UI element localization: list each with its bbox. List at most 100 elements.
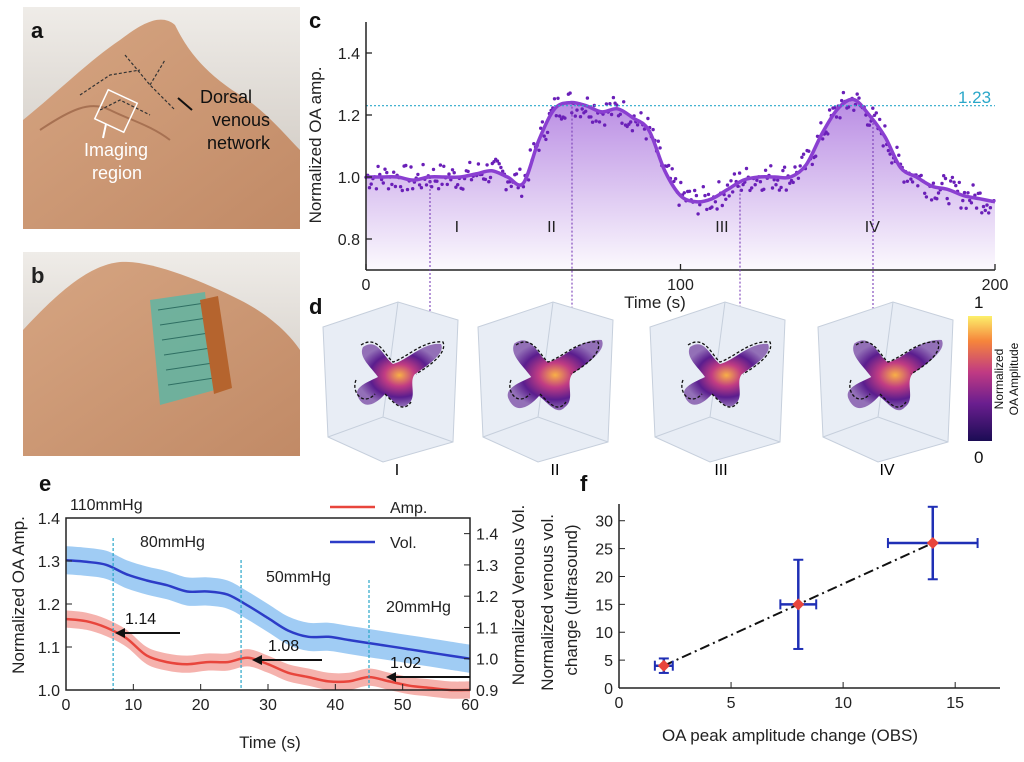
c-raw-point <box>883 124 887 128</box>
colorbar-label-1: Normalized <box>992 349 1006 410</box>
dorsal-text-1: Dorsal <box>200 87 252 107</box>
c-y-axis-label: Normalized OA amp. <box>306 67 325 224</box>
c-raw-point <box>411 187 415 191</box>
c-raw-point <box>895 145 899 149</box>
e-x-tick-label: 10 <box>124 697 142 714</box>
panel-b-label: b <box>31 263 44 288</box>
c-raw-point <box>492 160 496 164</box>
c-raw-point <box>947 202 951 206</box>
e-right-axis-label: Normalized Venous Vol. <box>509 505 528 686</box>
c-raw-point <box>788 181 792 185</box>
e-x-tick-label: 0 <box>62 697 71 714</box>
c-raw-point <box>807 149 811 153</box>
e-marker-arrow-head <box>115 628 125 638</box>
c-raw-point <box>945 196 949 201</box>
c-raw-point <box>777 188 782 192</box>
e-marker-value: 1.14 <box>125 611 156 628</box>
c-raw-point <box>416 172 420 177</box>
c-raw-point <box>758 180 763 184</box>
c-raw-point <box>376 164 380 169</box>
c-raw-point <box>942 174 946 178</box>
c-raw-point <box>962 190 967 195</box>
c-raw-point <box>774 183 778 187</box>
c-raw-point <box>537 148 541 152</box>
c-raw-point <box>440 182 444 186</box>
f-x-tick-label: 0 <box>615 695 624 712</box>
c-raw-point <box>954 183 958 188</box>
e-left-tick-label: 1.4 <box>38 511 60 528</box>
c-x-tick-label: 200 <box>982 277 1009 294</box>
c-raw-point <box>713 200 718 204</box>
e-left-tick-label: 1.1 <box>38 640 60 657</box>
c-raw-point <box>710 205 714 209</box>
e-right-tick-label: 1.0 <box>476 652 498 669</box>
c-raw-point <box>485 163 489 167</box>
c-raw-point <box>431 167 436 172</box>
c-raw-point <box>821 137 825 141</box>
c-raw-point <box>902 180 906 184</box>
e-marker-arrow-head <box>386 672 396 682</box>
c-raw-point <box>575 108 579 112</box>
c-raw-point <box>706 192 711 197</box>
c-raw-point <box>744 166 749 171</box>
c-raw-point <box>405 187 410 192</box>
colorbar-max: 1 <box>974 293 983 312</box>
c-raw-point <box>969 201 974 205</box>
c-raw-point <box>589 115 593 119</box>
f-x-tick-label: 15 <box>946 695 964 712</box>
c-raw-point <box>454 185 458 189</box>
c-raw-point <box>644 137 648 141</box>
c-raw-point <box>731 190 735 194</box>
dorsal-vein-outline <box>79 54 176 116</box>
c-phase-label: II <box>547 219 556 236</box>
c-raw-point <box>386 187 391 191</box>
c-raw-point <box>980 211 984 215</box>
c-raw-point <box>919 173 923 178</box>
c-raw-point <box>897 153 901 157</box>
c-raw-point <box>981 204 986 209</box>
c-raw-point <box>909 177 913 181</box>
c-raw-point <box>520 194 524 198</box>
c-raw-point <box>874 111 878 115</box>
e-right-tick-label: 1.2 <box>476 589 498 606</box>
c-raw-point <box>518 167 522 171</box>
c-raw-point <box>715 207 719 211</box>
c-raw-point <box>604 102 609 106</box>
panel-d-label: d <box>309 294 322 319</box>
c-raw-point <box>936 191 941 195</box>
c-raw-point <box>499 165 503 170</box>
vein-outline <box>509 341 600 408</box>
c-raw-point <box>539 126 543 130</box>
c-raw-point <box>672 179 676 184</box>
c-raw-point <box>409 165 413 169</box>
reference-value-label: 1.23 <box>958 88 991 107</box>
e-marker-value: 1.08 <box>268 638 299 655</box>
c-raw-point <box>770 186 775 190</box>
c-raw-point <box>381 181 385 185</box>
c-raw-point <box>890 161 894 165</box>
f-y-axis-label: Normalized venous vol. change (ultrasoun… <box>538 509 581 690</box>
c-area-fill <box>366 99 995 270</box>
c-raw-point <box>698 203 702 207</box>
e-x-tick-label: 20 <box>192 697 210 714</box>
c-raw-point <box>878 117 882 122</box>
legend-vol-label: Vol. <box>390 535 417 552</box>
c-raw-point <box>445 182 449 187</box>
f-x-tick-label: 10 <box>834 695 852 712</box>
c-raw-point <box>545 130 550 135</box>
c-phase-label: III <box>715 219 728 236</box>
c-raw-point <box>383 167 387 171</box>
c-raw-point <box>739 188 744 192</box>
c-raw-point <box>639 111 643 115</box>
c-raw-point <box>532 142 536 146</box>
c-raw-point <box>784 188 788 192</box>
c-raw-point <box>949 179 953 183</box>
c-raw-point <box>421 162 425 167</box>
d-phase-label-IV: IV <box>879 462 894 479</box>
c-raw-point <box>741 182 745 187</box>
vein-blob <box>684 343 769 407</box>
c-raw-point <box>871 106 875 110</box>
c-raw-point <box>483 177 488 182</box>
e-left-tick-label: 1.0 <box>38 683 60 700</box>
